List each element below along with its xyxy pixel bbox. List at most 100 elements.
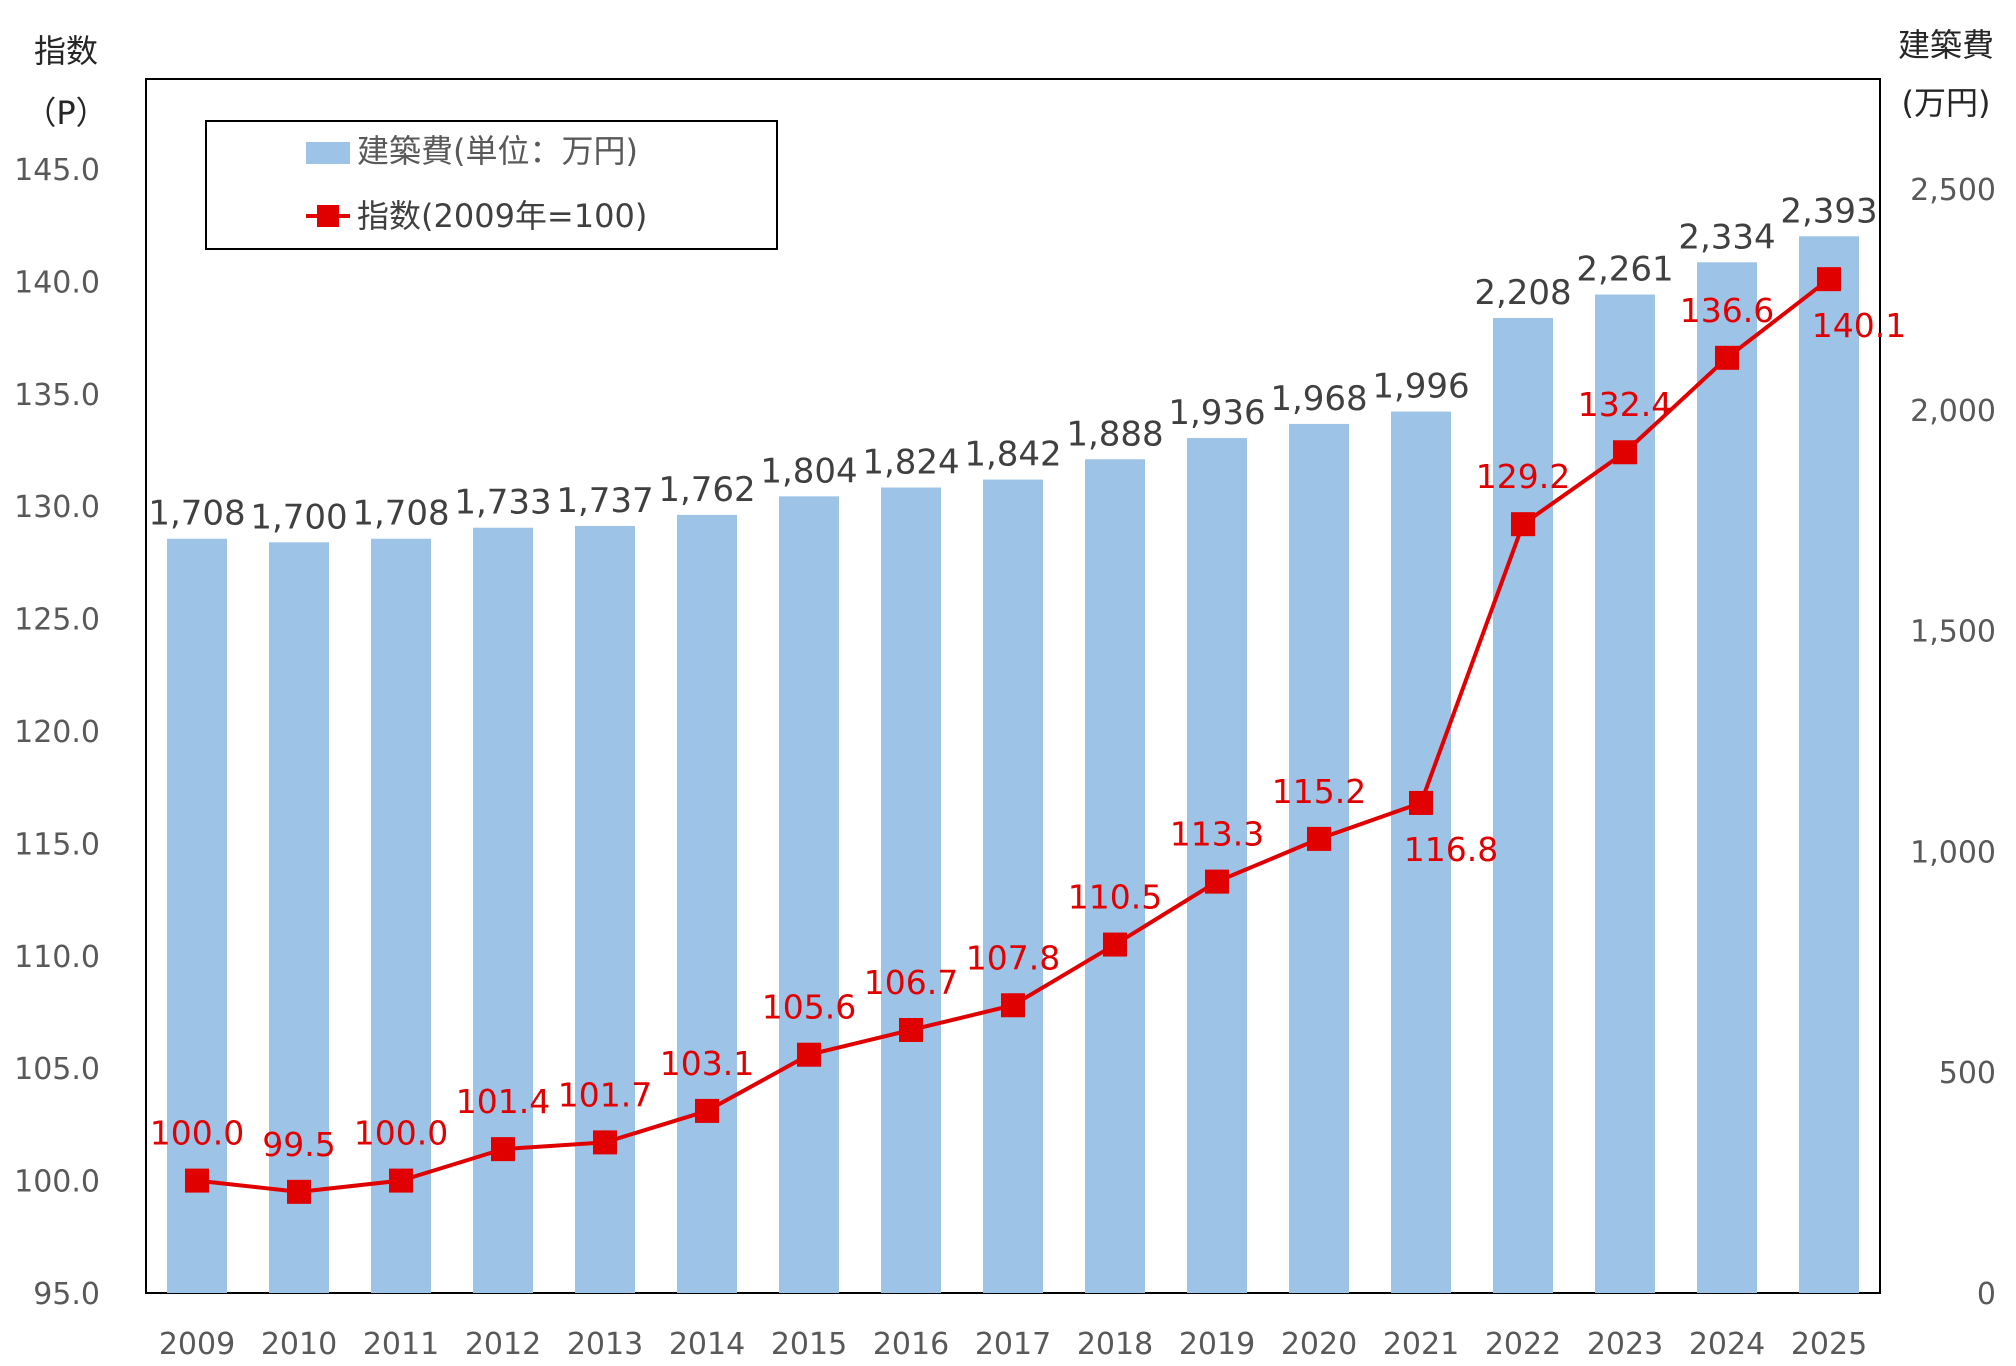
index-label-2025: 140.1: [1812, 306, 1906, 345]
legend-label-line: 指数(2009年=100): [357, 197, 647, 235]
x-tick-2023: 2023: [1587, 1327, 1663, 1362]
bar-label-2020: 1,968: [1270, 379, 1367, 419]
index-label-2009: 100.0: [150, 1114, 244, 1153]
x-tick-2020: 2020: [1281, 1327, 1357, 1362]
bar-label-2017: 1,842: [964, 435, 1061, 475]
bar-2011: [371, 538, 431, 1293]
index-label-2018: 110.5: [1068, 878, 1162, 917]
bar-2014: [677, 514, 737, 1293]
bar-2021: [1391, 411, 1451, 1293]
index-marker-2024: [1715, 345, 1739, 370]
x-tick-2014: 2014: [669, 1327, 745, 1362]
index-label-2020: 115.2: [1272, 772, 1366, 811]
left-tick-140.0: 140.0: [14, 265, 100, 300]
index-label-2019: 113.3: [1170, 815, 1264, 854]
x-tick-2016: 2016: [873, 1327, 949, 1362]
left-tick-105.0: 105.0: [14, 1052, 100, 1087]
index-marker-2025: [1817, 267, 1841, 292]
bar-label-2018: 1,888: [1066, 414, 1163, 454]
bar-label-2012: 1,733: [454, 483, 551, 523]
x-tick-2012: 2012: [465, 1327, 541, 1362]
bar-2025: [1799, 236, 1859, 1293]
x-tick-2010: 2010: [261, 1327, 337, 1362]
right-tick-500: 500: [1939, 1056, 1996, 1091]
bar-label-2024: 2,334: [1678, 217, 1775, 257]
x-tick-2024: 2024: [1689, 1327, 1765, 1362]
x-tick-2025: 2025: [1791, 1327, 1867, 1362]
index-label-2014: 103.1: [660, 1044, 754, 1083]
index-marker-2018: [1103, 932, 1127, 957]
bar-label-2019: 1,936: [1168, 393, 1265, 433]
bar-2018: [1085, 459, 1145, 1294]
left-tick-125.0: 125.0: [14, 603, 100, 638]
left-axis-title: 指数: [34, 32, 98, 70]
bar-2020: [1289, 423, 1349, 1293]
legend-marker-swatch: [317, 205, 339, 227]
right-tick-2,000: 2,000: [1910, 394, 1996, 429]
index-label-2015: 105.6: [762, 988, 856, 1027]
x-tick-2022: 2022: [1485, 1327, 1561, 1362]
index-marker-2017: [1001, 993, 1025, 1018]
bar-2022: [1493, 317, 1553, 1293]
bar-2010: [269, 542, 329, 1293]
bar-2015: [779, 496, 839, 1293]
x-tick-2013: 2013: [567, 1327, 643, 1362]
bar-label-2022: 2,208: [1474, 273, 1571, 313]
index-label-2012: 101.4: [456, 1082, 550, 1121]
legend-label-bar: 建築費(単位：万円): [357, 132, 638, 170]
x-tick-2011: 2011: [363, 1327, 439, 1362]
left-axis-unit: （P）: [24, 94, 107, 132]
left-tick-95.0: 95.0: [33, 1277, 100, 1312]
index-marker-2021: [1409, 790, 1433, 815]
index-marker-2023: [1613, 440, 1637, 465]
index-label-2023: 132.4: [1578, 385, 1672, 424]
index-label-2024: 136.6: [1680, 291, 1774, 330]
left-tick-110.0: 110.0: [14, 940, 100, 975]
index-marker-2019: [1205, 869, 1229, 894]
right-tick-1,500: 1,500: [1910, 615, 1996, 650]
right-tick-1,000: 1,000: [1910, 835, 1996, 870]
bar-2012: [473, 527, 533, 1293]
x-tick-2015: 2015: [771, 1327, 847, 1362]
bar-label-2015: 1,804: [760, 451, 857, 491]
index-marker-2022: [1511, 512, 1535, 537]
bar-2016: [881, 487, 941, 1293]
legend: 建築費(単位：万円) 指数(2009年=100): [205, 120, 778, 250]
index-label-2013: 101.7: [558, 1075, 652, 1114]
right-tick-0: 0: [1977, 1277, 1996, 1312]
left-tick-130.0: 130.0: [14, 490, 100, 525]
x-tick-2019: 2019: [1179, 1327, 1255, 1362]
left-tick-115.0: 115.0: [14, 827, 100, 862]
index-marker-2014: [695, 1098, 719, 1123]
index-label-2022: 129.2: [1476, 457, 1570, 496]
bar-label-2010: 1,700: [250, 497, 347, 537]
index-marker-2015: [797, 1042, 821, 1067]
bar-label-2011: 1,708: [352, 494, 449, 534]
bar-2017: [983, 479, 1043, 1293]
index-marker-2013: [593, 1130, 617, 1155]
index-label-2011: 100.0: [354, 1114, 448, 1153]
index-label-2021: 116.8: [1404, 830, 1498, 869]
index-marker-2020: [1307, 826, 1331, 851]
bar-label-2023: 2,261: [1576, 250, 1673, 290]
index-label-2016: 106.7: [864, 963, 958, 1002]
bar-2013: [575, 525, 635, 1293]
bar-label-2014: 1,762: [658, 470, 755, 510]
left-tick-120.0: 120.0: [14, 715, 100, 750]
bar-label-2016: 1,824: [862, 443, 959, 483]
x-tick-2009: 2009: [159, 1327, 235, 1362]
x-tick-2021: 2021: [1383, 1327, 1459, 1362]
bar-2024: [1697, 262, 1757, 1293]
legend-box: [205, 120, 778, 250]
x-tick-2018: 2018: [1077, 1327, 1153, 1362]
bar-label-2025: 2,393: [1780, 191, 1877, 231]
right-tick-2,500: 2,500: [1910, 173, 1996, 208]
index-marker-2012: [491, 1137, 515, 1162]
left-tick-135.0: 135.0: [14, 378, 100, 413]
index-marker-2010: [287, 1179, 311, 1204]
bar-label-2013: 1,737: [556, 481, 653, 521]
x-tick-2017: 2017: [975, 1327, 1051, 1362]
index-marker-2016: [899, 1017, 923, 1042]
bar-2009: [167, 538, 227, 1293]
